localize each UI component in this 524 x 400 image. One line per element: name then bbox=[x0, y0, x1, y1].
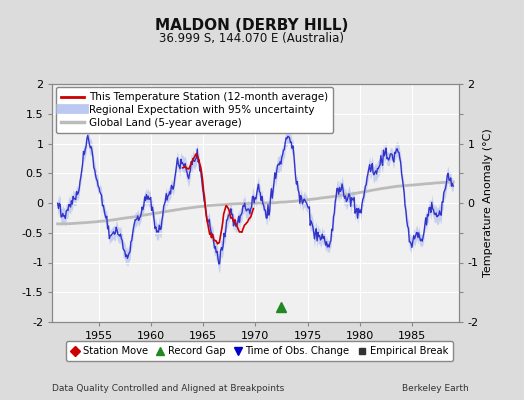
Text: Data Quality Controlled and Aligned at Breakpoints: Data Quality Controlled and Aligned at B… bbox=[52, 384, 285, 393]
Text: 36.999 S, 144.070 E (Australia): 36.999 S, 144.070 E (Australia) bbox=[159, 32, 344, 45]
Text: MALDON (DERBY HILL): MALDON (DERBY HILL) bbox=[155, 18, 348, 33]
Y-axis label: Temperature Anomaly (°C): Temperature Anomaly (°C) bbox=[483, 129, 493, 277]
Legend: This Temperature Station (12-month average), Regional Expectation with 95% uncer: This Temperature Station (12-month avera… bbox=[56, 87, 333, 133]
Text: Berkeley Earth: Berkeley Earth bbox=[402, 384, 469, 393]
Legend: Station Move, Record Gap, Time of Obs. Change, Empirical Break: Station Move, Record Gap, Time of Obs. C… bbox=[66, 341, 453, 361]
